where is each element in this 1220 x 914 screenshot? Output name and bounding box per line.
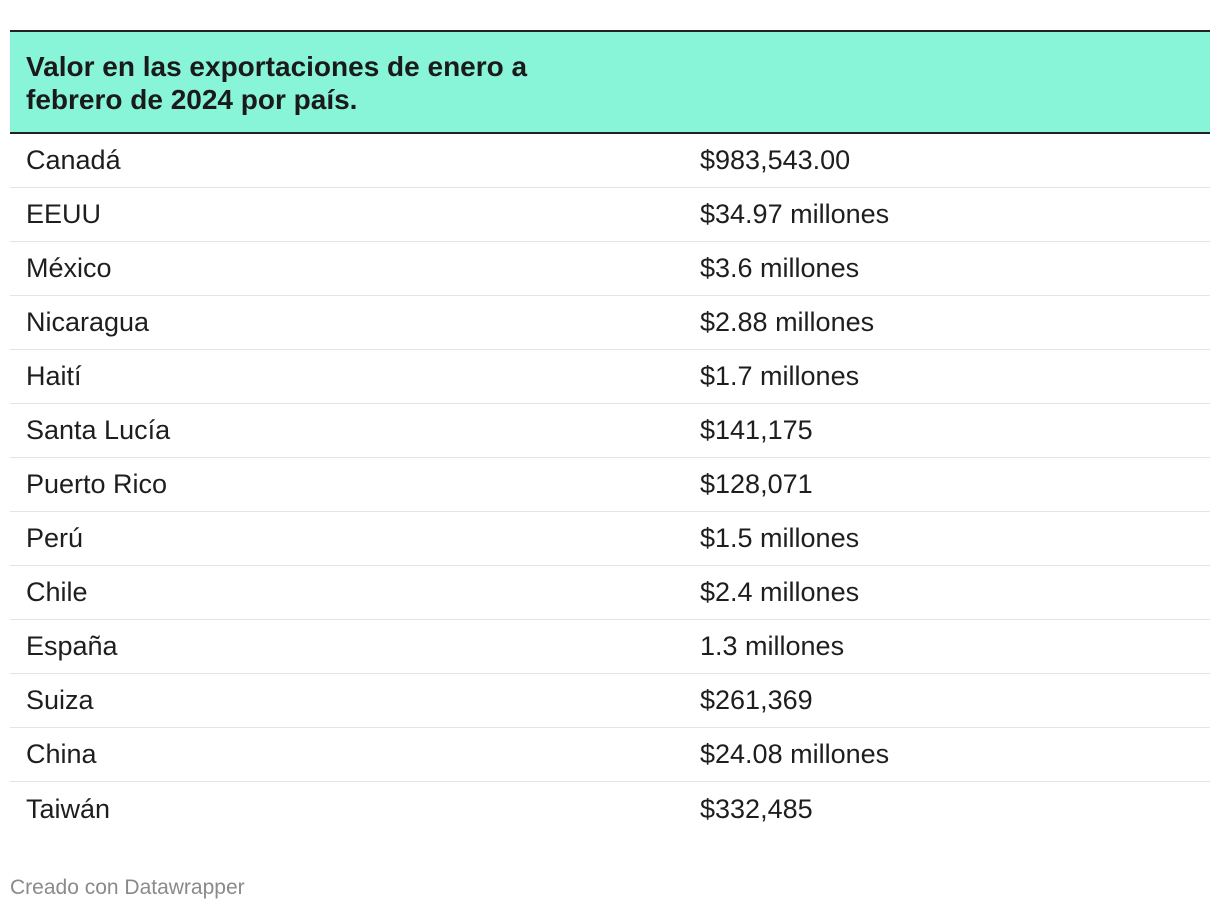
table-row: México $3.6 millones [10,242,1210,296]
value-cell: $2.88 millones [700,307,875,337]
value-cell: $141,175 [700,415,813,445]
value-cell: $1.7 millones [700,361,860,391]
table-row: Taiwán $332,485 [10,782,1210,836]
table-header: Valor en las exportaciones de enero a fe… [10,30,1210,134]
value-cell: $1.5 millones [700,523,860,553]
value-cell: $332,485 [700,793,813,824]
value-cell: $34.97 millones [700,199,890,229]
table-row: EEUU $34.97 millones [10,188,1210,242]
table-row: Canadá $983,543.00 [10,134,1210,188]
table-row: China $24.08 millones [10,728,1210,782]
country-cell: Perú [26,523,84,553]
country-cell: China [26,739,97,769]
country-cell: Haití [26,361,82,391]
country-cell: Santa Lucía [26,415,171,445]
value-cell: $128,071 [700,469,813,499]
value-cell: $3.6 millones [700,253,860,283]
country-cell: Nicaragua [26,307,150,337]
country-cell: Puerto Rico [26,469,168,499]
country-cell: España [26,631,118,661]
table-row: Puerto Rico $128,071 [10,458,1210,512]
country-cell: EEUU [26,199,102,229]
value-cell: $983,543.00 [700,145,851,175]
value-cell: $24.08 millones [700,739,890,769]
country-cell: Taiwán [26,793,111,824]
value-cell: $261,369 [700,685,813,715]
credit-footer: Creado con Datawrapper [10,876,245,899]
table-row: España 1.3 millones [10,620,1210,674]
table-row: Santa Lucía $141,175 [10,404,1210,458]
table-row: Perú $1.5 millones [10,512,1210,566]
table-row: Chile $2.4 millones [10,566,1210,620]
table-row: Suiza $261,369 [10,674,1210,728]
country-cell: Suiza [26,685,94,715]
table-title: Valor en las exportaciones de enero a fe… [26,51,528,115]
country-cell: México [26,253,112,283]
country-cell: Canadá [26,145,121,175]
table-row: Haití $1.7 millones [10,350,1210,404]
table-body: Canadá $983,543.00 EEUU $34.97 millones Méxi… [10,134,1210,836]
value-cell: $2.4 millones [700,577,860,607]
value-cell: 1.3 millones [700,631,845,661]
table-row: Nicaragua $2.88 millones [10,296,1210,350]
country-cell: Chile [26,577,88,607]
data-table: Valor en las exportaciones de enero a fe… [10,30,1210,836]
